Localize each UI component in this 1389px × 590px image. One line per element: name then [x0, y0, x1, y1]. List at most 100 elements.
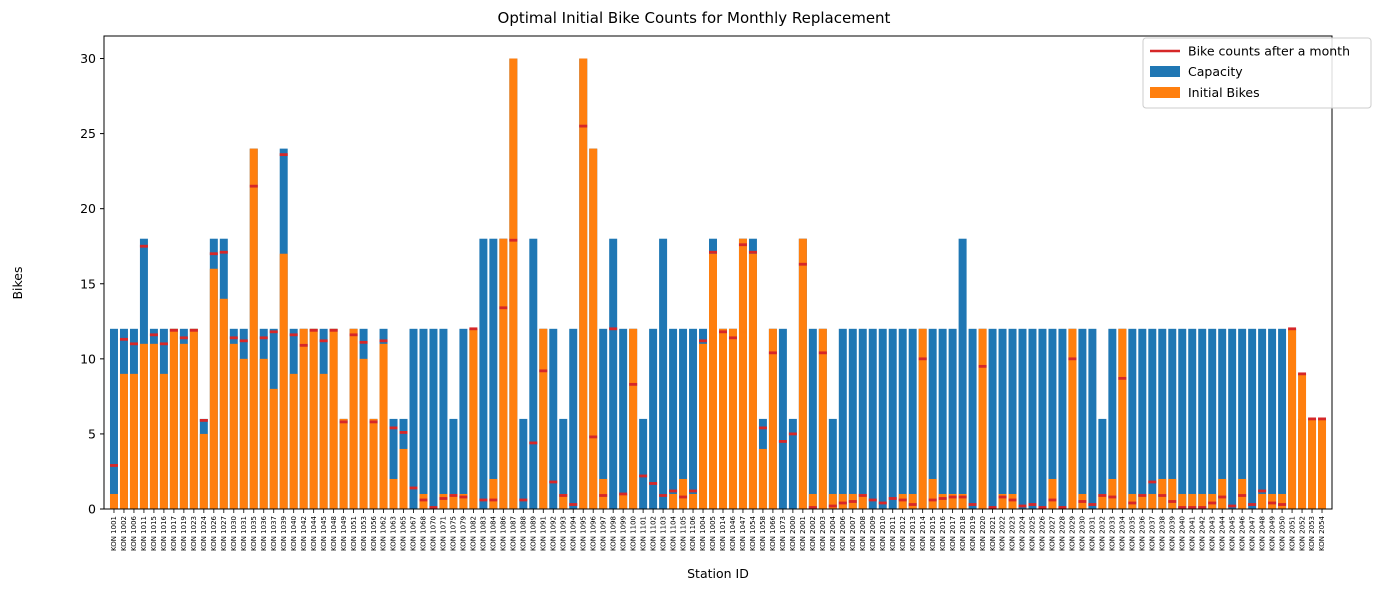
initial-bikes-bar-75	[858, 493, 867, 509]
capacity-bar-106	[1168, 328, 1177, 509]
x-tick-label-90: KON 2023	[1009, 516, 1017, 551]
initial-bikes-bar-116	[1268, 493, 1277, 509]
x-tick-label-69: KON 2001	[799, 516, 807, 551]
capacity-bar-99	[1098, 418, 1107, 509]
initial-bikes-bar-21	[319, 373, 328, 509]
x-tick-label-58: KON 1106	[689, 515, 697, 551]
capacity-bar-90	[1008, 328, 1017, 509]
initial-bikes-bar-9	[199, 433, 208, 509]
x-tick-label-44: KON 1092	[549, 516, 557, 551]
y-tick-label-4: 20	[80, 201, 96, 216]
x-tick-label-82: KON 2015	[929, 516, 937, 551]
x-tick-label-64: KON 1054	[749, 515, 757, 551]
initial-bikes-bar-79	[898, 493, 907, 509]
legend-label-after-month: Bike counts after a month	[1188, 44, 1350, 59]
capacity-bar-89	[998, 328, 1007, 509]
initial-bikes-bar-96	[1068, 328, 1077, 509]
x-tick-label-54: KON 1102	[649, 516, 657, 551]
x-tick-label-68: KON 2000	[789, 516, 797, 551]
x-tick-label-66: KON 1066	[769, 515, 777, 551]
initial-bikes-bar-102	[1128, 493, 1137, 509]
capacity-bar-53	[639, 418, 648, 509]
chart-title: Optimal Initial Bike Counts for Monthly …	[498, 9, 891, 27]
x-tick-label-111: KON 2044	[1218, 515, 1226, 551]
x-tick-label-74: KON 2007	[849, 516, 857, 551]
initial-bikes-bar-106	[1168, 478, 1177, 509]
x-tick-label-49: KON 1097	[599, 516, 607, 551]
initial-bikes-bar-28	[389, 478, 398, 509]
capacity-bar-80	[908, 328, 917, 509]
capacity-bar-72	[828, 418, 837, 509]
x-tick-label-56: KON 1104	[669, 515, 677, 551]
initial-bikes-bar-38	[489, 478, 498, 509]
initial-bikes-bar-15	[259, 358, 268, 509]
capacity-bar-114	[1248, 328, 1257, 509]
x-tick-label-89: KON 2022	[999, 516, 1007, 551]
initial-bikes-bar-43	[539, 328, 548, 509]
x-tick-label-72: KON 2004	[829, 515, 837, 551]
x-tick-label-12: KON 1030	[230, 516, 238, 551]
legend-frame	[1142, 37, 1372, 109]
capacity-bar-44	[549, 328, 558, 509]
x-tick-label-60: KON 1005	[709, 516, 717, 551]
x-tick-label-91: KON 2024	[1019, 515, 1027, 551]
capacity-bar-34	[449, 418, 458, 509]
initial-bikes-bar-69	[798, 238, 807, 509]
initial-bikes-bar-40	[509, 58, 518, 510]
initial-bikes-bar-117	[1278, 493, 1287, 509]
x-tick-label-87: KON 2020	[979, 516, 987, 551]
x-tick-label-79: KON 2012	[899, 516, 907, 551]
x-tick-label-1: KON 1002	[120, 516, 128, 551]
capacity-bar-116	[1268, 328, 1277, 509]
capacity-bar-57	[679, 328, 688, 509]
x-tick-label-65: KON 1058	[759, 516, 767, 551]
capacity-bar-110	[1208, 328, 1217, 509]
legend-swatch-initial	[1150, 87, 1180, 98]
capacity-bar-117	[1278, 328, 1287, 509]
x-tick-label-45: KON 1093	[559, 516, 567, 551]
initial-bikes-bar-13	[239, 358, 248, 509]
x-tick-label-110: KON 2043	[1208, 516, 1216, 551]
x-tick-label-19: KON 1042	[300, 516, 308, 551]
capacity-bar-46	[569, 328, 578, 509]
initial-bikes-bar-56	[669, 493, 678, 509]
y-tick-label-5: 25	[80, 126, 96, 141]
initial-bikes-bar-8	[189, 328, 198, 509]
initial-bikes-bar-24	[349, 328, 358, 509]
initial-bikes-bar-18	[289, 373, 298, 509]
initial-bikes-bar-10	[209, 268, 218, 509]
initial-bikes-bar-5	[159, 373, 168, 509]
initial-bikes-bar-47	[579, 58, 588, 510]
initial-bikes-bar-70	[808, 493, 817, 509]
x-tick-label-6: KON 1017	[170, 516, 178, 551]
capacity-bar-102	[1128, 328, 1137, 509]
initial-bikes-bar-23	[339, 418, 348, 509]
initial-bikes-bar-94	[1048, 478, 1057, 509]
x-tick-label-48: KON 1096	[589, 515, 597, 551]
x-tick-label-10: KON 1026	[210, 515, 218, 551]
capacity-bar-95	[1058, 328, 1067, 509]
x-tick-label-84: KON 2017	[949, 516, 957, 551]
capacity-bar-49	[599, 328, 608, 509]
capacity-bar-92	[1028, 328, 1037, 509]
x-tick-label-62: KON 1046	[729, 515, 737, 551]
x-tick-label-118: KON 2051	[1288, 516, 1296, 551]
x-tick-label-7: KON 1019	[180, 516, 188, 551]
x-tick-label-101: KON 2034	[1119, 515, 1127, 551]
initial-bikes-bar-6	[169, 328, 178, 509]
capacity-bar-37	[479, 238, 488, 509]
x-tick-label-103: KON 2036	[1139, 515, 1147, 551]
capacity-bar-105	[1158, 328, 1167, 509]
y-tick-label-3: 15	[80, 276, 96, 291]
initial-bikes-bar-80	[908, 493, 917, 509]
x-tick-label-80: KON 2013	[909, 516, 917, 551]
initial-bikes-bar-101	[1118, 328, 1127, 509]
initial-bikes-bar-31	[419, 493, 428, 509]
y-tick-label-2: 10	[80, 351, 96, 366]
initial-bikes-bar-17	[279, 253, 288, 509]
x-tick-label-109: KON 2042	[1198, 516, 1206, 551]
capacity-bar-107	[1178, 328, 1187, 509]
x-tick-label-107: KON 2040	[1178, 516, 1186, 551]
initial-bikes-bar-14	[249, 148, 258, 509]
